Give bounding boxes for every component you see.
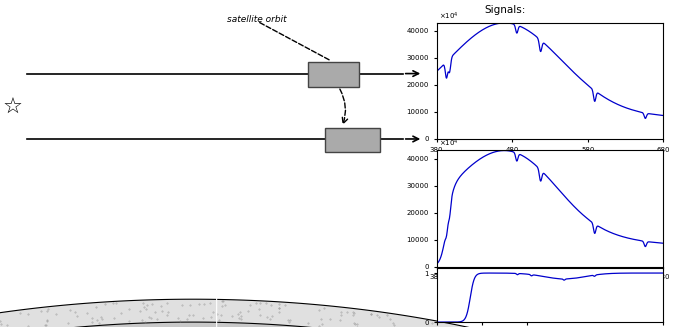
Text: Signals:: Signals: [484,5,525,15]
Text: $\times 10^4$: $\times 10^4$ [439,138,458,149]
Text: =>: => [437,265,455,275]
Text: Transmission:: Transmission: [437,276,508,286]
Polygon shape [0,299,677,327]
Text: satellite orbit: satellite orbit [227,15,287,24]
Text: z: z [222,237,226,246]
FancyBboxPatch shape [325,128,380,152]
FancyBboxPatch shape [308,62,359,87]
Text: $\times 10^4$: $\times 10^4$ [439,10,458,22]
Text: ☆: ☆ [2,98,22,118]
Polygon shape [0,322,677,327]
